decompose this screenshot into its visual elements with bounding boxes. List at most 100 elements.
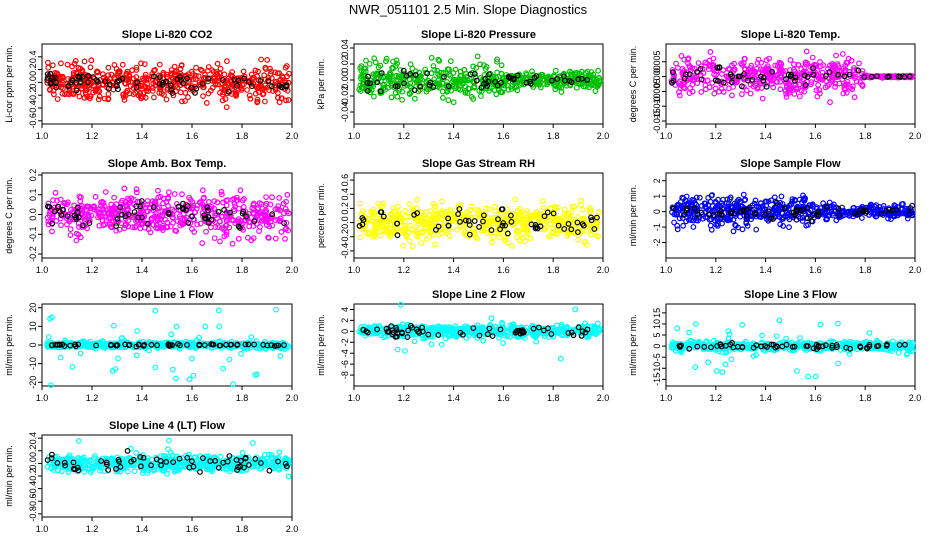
data-point <box>94 68 100 75</box>
data-point <box>272 235 279 242</box>
data-point <box>486 71 493 78</box>
data-point <box>58 81 64 88</box>
data-point <box>754 60 761 66</box>
data-point <box>213 69 220 75</box>
data-point <box>399 88 406 95</box>
data-point <box>537 84 544 91</box>
data-point <box>200 93 206 99</box>
x-tick-label: 1.6 <box>186 265 199 275</box>
data-point <box>498 62 505 69</box>
data-point <box>445 97 452 104</box>
data-point <box>205 64 212 70</box>
panel-2: Slope Li-820 Pressure-0.04-0.020.000.020… <box>316 29 609 141</box>
data-point <box>731 66 738 72</box>
data-point <box>85 72 92 79</box>
data-point <box>192 72 199 79</box>
data-point <box>592 78 599 85</box>
data-point <box>711 90 718 97</box>
data-point <box>367 80 373 87</box>
data-point <box>427 79 434 86</box>
data-point <box>48 382 54 389</box>
data-point <box>249 74 256 81</box>
data-point <box>47 86 53 93</box>
data-point <box>816 87 823 93</box>
data-point <box>423 88 430 95</box>
y-tick-label: -0.02 <box>340 86 350 107</box>
data-point <box>215 307 222 314</box>
x-tick-label: 1.0 <box>660 131 673 141</box>
data-point <box>595 67 601 74</box>
data-point <box>497 89 504 95</box>
data-point <box>276 194 283 201</box>
y-tick-label: 10 <box>28 321 38 331</box>
data-point <box>375 75 382 82</box>
data-point <box>76 93 83 100</box>
data-point <box>786 224 792 231</box>
data-point <box>58 60 64 67</box>
data-point <box>523 71 530 78</box>
data-point <box>275 94 281 101</box>
data-point <box>185 94 191 101</box>
x-tick-label: 1.0 <box>36 265 49 275</box>
data-point <box>457 82 464 89</box>
data-point <box>64 61 71 68</box>
data-point <box>187 86 194 92</box>
x-tick-label: 2.0 <box>909 131 922 141</box>
data-point <box>488 315 495 322</box>
data-point <box>114 83 120 89</box>
data-point <box>259 87 266 93</box>
data-point <box>393 57 400 64</box>
data-point <box>160 79 166 86</box>
data-point <box>575 214 581 220</box>
data-point <box>436 57 443 64</box>
data-point <box>394 60 401 67</box>
data-point <box>246 92 253 99</box>
data-point <box>240 203 247 210</box>
x-tick-label: 1.8 <box>859 265 872 275</box>
data-point <box>435 77 442 84</box>
data-point <box>277 353 284 359</box>
data-point <box>435 56 442 63</box>
y-tick-label: -0.010 <box>652 93 662 119</box>
data-point <box>92 193 99 200</box>
data-point <box>67 226 74 233</box>
x-tick-label: 1.8 <box>859 131 872 141</box>
data-point <box>690 224 697 230</box>
data-point <box>79 73 86 80</box>
data-point <box>195 73 202 79</box>
y-tick-label: -2 <box>340 338 350 346</box>
data-point <box>514 72 521 79</box>
data-point <box>229 69 236 75</box>
data-point <box>86 95 93 102</box>
data-point <box>70 91 77 97</box>
data-point <box>377 232 384 239</box>
data-point <box>248 83 255 90</box>
data-point <box>254 96 261 103</box>
data-point <box>285 97 292 103</box>
x-tick-label: 2.0 <box>286 393 299 403</box>
data-point <box>505 73 512 80</box>
data-point <box>106 81 113 88</box>
x-tick-label: 1.2 <box>710 131 723 141</box>
data-point <box>363 57 369 64</box>
data-point <box>203 99 210 106</box>
data-point <box>423 236 430 243</box>
data-point <box>833 52 839 59</box>
data-point <box>165 189 172 196</box>
data-point <box>252 67 259 74</box>
y-tick-label: -0.2 <box>28 246 38 262</box>
data-point <box>135 92 142 99</box>
y-tick-label: -4 <box>340 349 350 357</box>
data-point <box>365 73 372 80</box>
data-point <box>851 94 858 101</box>
data-point <box>49 228 55 235</box>
y-axis-label: kPa per min. <box>316 59 326 110</box>
data-point <box>473 77 480 84</box>
data-point <box>182 89 189 96</box>
data-point <box>110 322 117 329</box>
data-point <box>371 55 378 62</box>
data-point <box>739 91 745 98</box>
x-tick-label: 1.8 <box>547 393 560 403</box>
